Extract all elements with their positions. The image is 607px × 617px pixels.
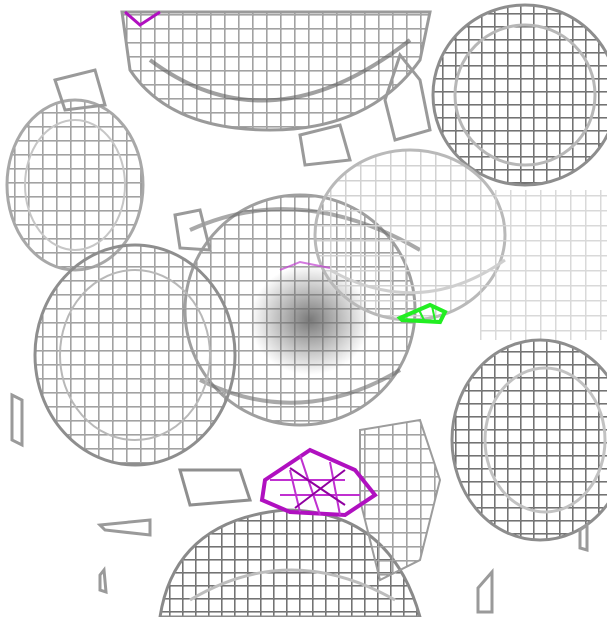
green-density-mesh [396, 302, 448, 325]
mesh-blob-top-center [120, 10, 432, 132]
mesh-blob-top-right [431, 3, 607, 187]
magenta-density-top [124, 10, 161, 27]
mesh-blob-right-middle [313, 148, 607, 340]
magenta-density-mesh [259, 447, 378, 518]
mesh-blob-left-middle [33, 243, 237, 467]
mesh-blob-top-left [5, 98, 145, 272]
magenta-density-center [279, 260, 331, 271]
mesh-fragments [10, 51, 589, 614]
mesh-blob-bottom-right [450, 338, 607, 542]
mesh-lower-middle [178, 418, 442, 582]
